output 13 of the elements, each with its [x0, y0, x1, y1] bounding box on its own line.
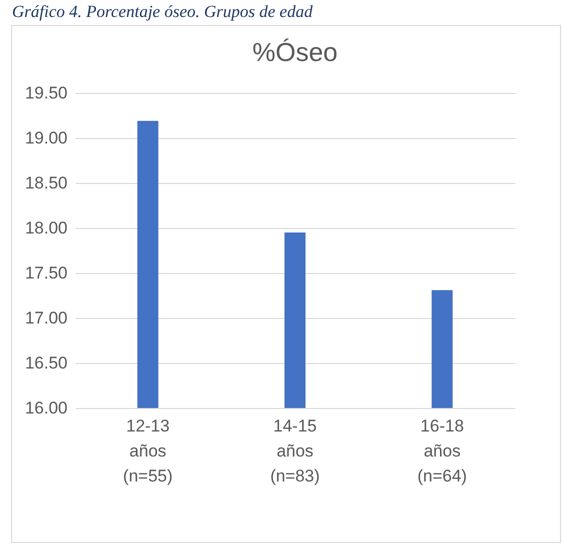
y-tick-label: 19.50	[24, 84, 68, 102]
x-tick-label: 12-13 años (n=55)	[123, 416, 173, 486]
chart-title: %Óseo	[252, 37, 338, 67]
x-tick-label: 16-18 años (n=64)	[417, 416, 467, 486]
y-tick-label: 16.50	[24, 354, 68, 372]
y-tick-label: 16.00	[24, 398, 68, 418]
text: Gráfico 4. Porcentaje óseo. Grupos de edad	[11, 1, 314, 23]
y-tick-label: 18.50	[24, 174, 68, 192]
x-tick-label: 14-15 años (n=83)	[270, 416, 320, 486]
y-tick-label: 19.00	[24, 128, 68, 148]
y-tick-label: 18.00	[24, 218, 68, 238]
y-tick-label: 17.50	[24, 264, 68, 282]
y-tick-label: 17.00	[24, 308, 68, 328]
